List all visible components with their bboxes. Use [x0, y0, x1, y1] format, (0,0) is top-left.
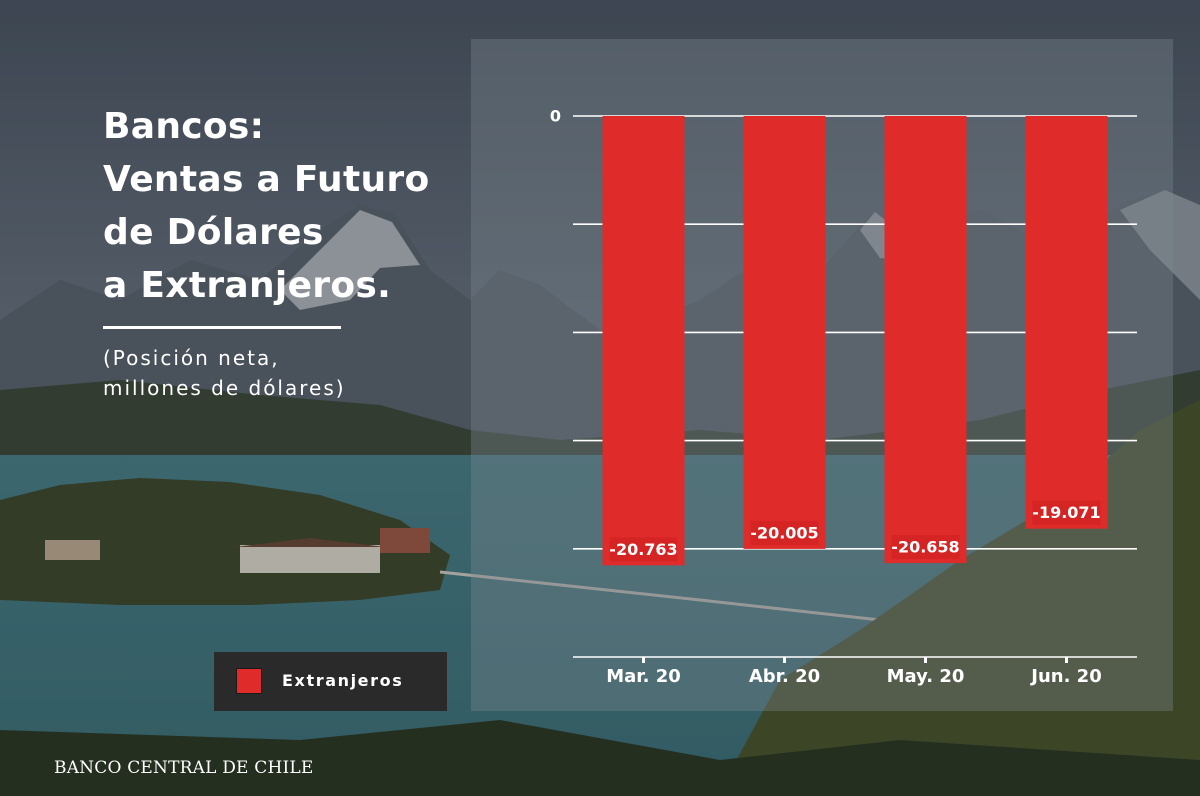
chart-subtitle: (Posición neta, millones de dólares) — [103, 343, 463, 403]
x-tick-label: Jun. 20 — [1029, 666, 1101, 687]
data-label: -20.005 — [750, 523, 818, 542]
x-tick-label: May. 20 — [887, 666, 965, 687]
bar — [1025, 116, 1108, 529]
y-tick-label: 0 — [550, 107, 561, 126]
data-label-bg — [891, 535, 960, 560]
x-tick-label: Mar. 20 — [606, 666, 681, 687]
data-label-bg — [750, 520, 819, 545]
legend-label: Extranjeros — [282, 671, 404, 690]
title-line: Ventas a Futuro — [103, 159, 430, 200]
data-label: -19.071 — [1032, 503, 1100, 522]
data-label-bg — [1032, 500, 1101, 525]
chart-panel: 0 -20.763 Mar. 20 -20.005 Abr. 20 -20.658 May.… — [471, 39, 1173, 711]
x-tick-label: Abr. 20 — [749, 666, 820, 687]
subtitle-line: (Posición neta, — [103, 346, 280, 370]
data-label-bg — [609, 537, 678, 562]
bar — [602, 116, 685, 566]
title-line: a Extranjeros. — [103, 265, 392, 306]
legend: Extranjeros — [214, 652, 447, 711]
bar-chart: 0 -20.763 Mar. 20 -20.005 Abr. 20 -20.658 May.… — [550, 107, 1137, 687]
footer-brand: BANCO CENTRAL DE CHILE — [54, 758, 314, 778]
legend-swatch — [236, 668, 262, 694]
subtitle-line: millones de dólares) — [103, 376, 346, 400]
title-divider — [103, 326, 341, 329]
title-line: Bancos: — [103, 106, 265, 147]
data-label: -20.658 — [891, 538, 959, 557]
chart-title: Bancos: Ventas a Futuro de Dólares a Ext… — [103, 100, 463, 312]
title-line: de Dólares — [103, 212, 324, 253]
bar — [743, 116, 826, 549]
title-block: Bancos: Ventas a Futuro de Dólares a Ext… — [103, 100, 463, 403]
bar — [884, 116, 967, 564]
data-label: -20.763 — [609, 540, 677, 559]
